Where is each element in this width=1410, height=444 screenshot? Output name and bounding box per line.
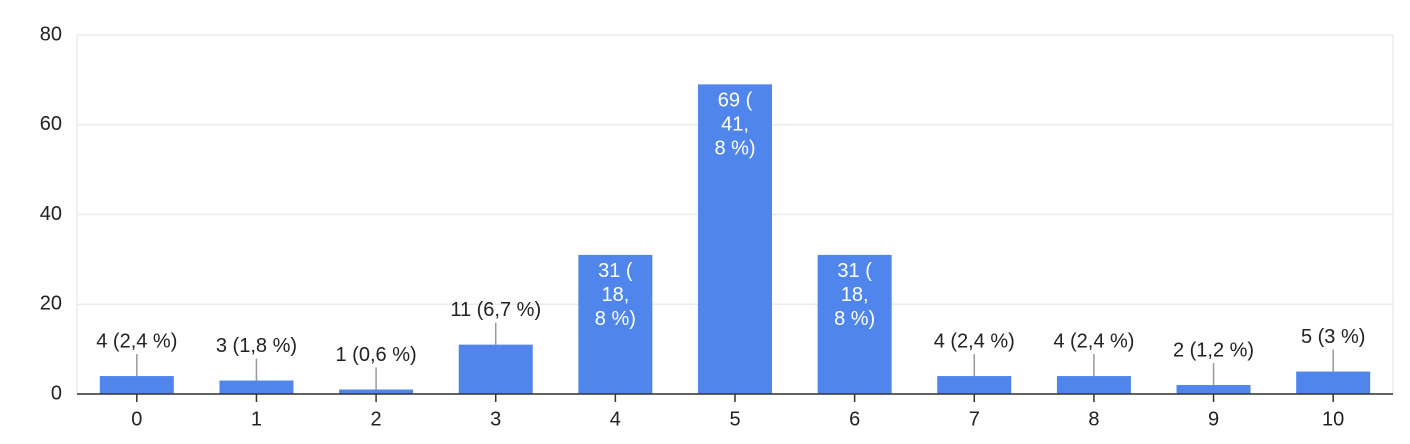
- x-tick-label: 4: [610, 408, 621, 430]
- bar: [1176, 385, 1251, 394]
- y-tick-label: 20: [40, 293, 62, 315]
- bar: [698, 84, 772, 395]
- value-label: 5 (3 %): [1301, 326, 1365, 348]
- x-tick-label: 10: [1322, 408, 1344, 430]
- bar: [219, 380, 294, 394]
- value-label: 4 (2,4 %): [96, 330, 177, 352]
- bar: [1296, 371, 1371, 394]
- value-label: 31 (18, 8 %): [834, 260, 875, 330]
- value-label: 31 (18, 8 %): [595, 260, 636, 330]
- value-label: 11 (6,7 %): [450, 299, 541, 321]
- value-label: 69 (41, 8 %): [714, 90, 755, 160]
- x-tick-label: 6: [849, 408, 860, 430]
- y-tick-label: 40: [40, 203, 62, 225]
- bar: [1056, 376, 1131, 394]
- y-tick-label: 0: [51, 382, 62, 404]
- bar: [817, 254, 892, 394]
- value-label: 3 (1,8 %): [216, 335, 297, 357]
- x-tick-label: 9: [1208, 408, 1219, 430]
- x-tick-label: 2: [371, 408, 382, 430]
- x-tick-label: 0: [131, 408, 142, 430]
- bar: [937, 376, 1012, 394]
- x-tick-label: 5: [729, 408, 740, 430]
- y-tick-label: 60: [40, 113, 62, 135]
- bar: [458, 344, 533, 394]
- bar: [578, 254, 653, 394]
- bar: [99, 376, 174, 394]
- y-tick-label: 80: [40, 23, 62, 45]
- x-tick-label: 1: [251, 408, 262, 430]
- x-tick-label: 8: [1088, 408, 1099, 430]
- value-label: 4 (2,4 %): [1053, 330, 1134, 352]
- x-tick-label: 7: [969, 408, 980, 430]
- value-label: 1 (0,6 %): [336, 344, 417, 366]
- value-label: 4 (2,4 %): [934, 330, 1015, 352]
- x-tick-label: 3: [490, 408, 501, 430]
- value-label: 2 (1,2 %): [1173, 339, 1254, 361]
- bar: [339, 389, 414, 394]
